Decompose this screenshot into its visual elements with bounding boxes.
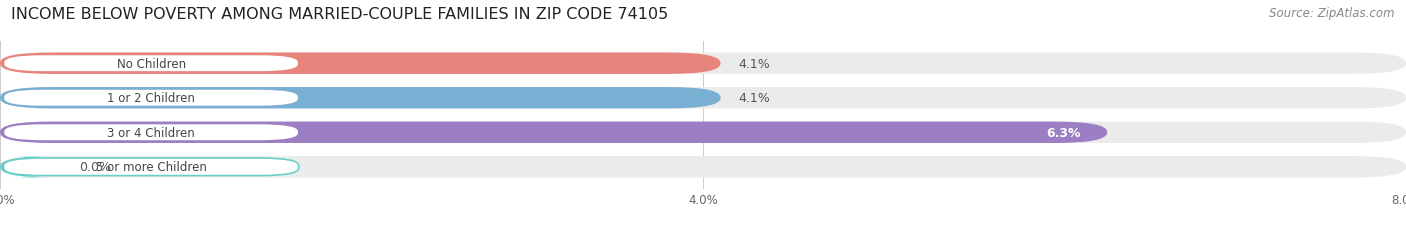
Text: 5 or more Children: 5 or more Children (96, 161, 207, 173)
Text: 0.0%: 0.0% (79, 161, 111, 173)
FancyBboxPatch shape (0, 53, 720, 75)
FancyBboxPatch shape (0, 156, 62, 178)
Text: No Children: No Children (117, 58, 186, 70)
Text: 6.3%: 6.3% (1046, 126, 1081, 139)
Text: Source: ZipAtlas.com: Source: ZipAtlas.com (1270, 7, 1395, 20)
Text: INCOME BELOW POVERTY AMONG MARRIED-COUPLE FAMILIES IN ZIP CODE 74105: INCOME BELOW POVERTY AMONG MARRIED-COUPL… (11, 7, 668, 22)
Text: 4.1%: 4.1% (738, 58, 770, 70)
FancyBboxPatch shape (0, 156, 1406, 178)
FancyBboxPatch shape (3, 55, 298, 73)
FancyBboxPatch shape (0, 53, 1406, 75)
FancyBboxPatch shape (3, 158, 298, 176)
FancyBboxPatch shape (3, 124, 298, 141)
Text: 1 or 2 Children: 1 or 2 Children (107, 92, 195, 105)
Text: 4.1%: 4.1% (738, 92, 770, 105)
FancyBboxPatch shape (0, 88, 720, 109)
Text: 3 or 4 Children: 3 or 4 Children (107, 126, 195, 139)
FancyBboxPatch shape (0, 122, 1406, 143)
FancyBboxPatch shape (0, 122, 1108, 143)
FancyBboxPatch shape (3, 90, 298, 107)
FancyBboxPatch shape (0, 88, 1406, 109)
